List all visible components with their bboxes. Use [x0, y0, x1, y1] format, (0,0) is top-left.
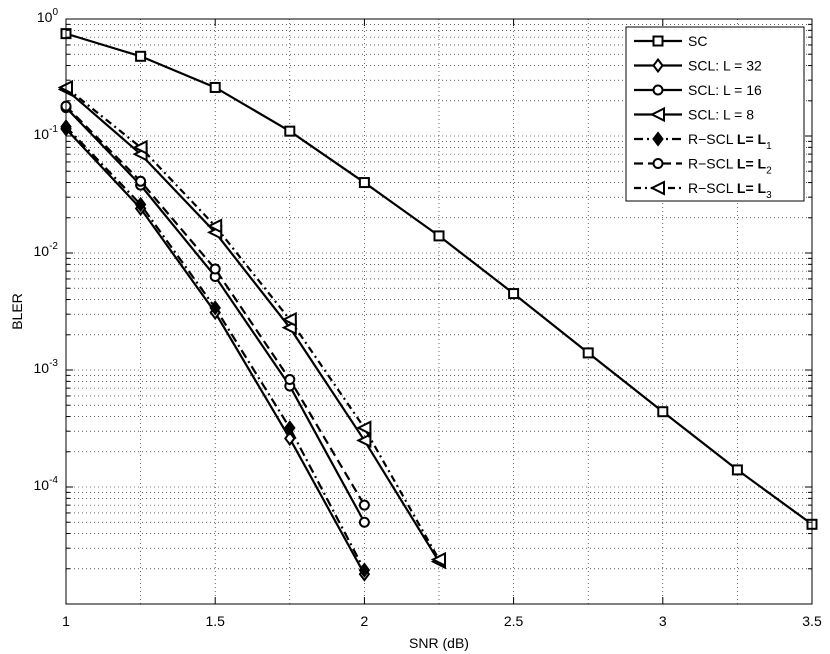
axis-ticks: 1 1.5 2 2.5 3 3.5 100 10-1 10-2 10-3 10-4: [34, 7, 822, 629]
series-line: [65, 86, 440, 561]
legend-entry: R−SCL L= L3: [634, 180, 772, 201]
y-tick-label: 10-3: [34, 358, 59, 376]
data-point: [134, 196, 147, 213]
x-tick-label: 3: [659, 613, 667, 629]
x-tick-label: 2.5: [504, 613, 524, 629]
x-axis-label: SNR (dB): [409, 635, 469, 651]
data-point: [206, 218, 223, 234]
legend-label: R−SCL L= L1: [688, 131, 772, 152]
legend-marker: [652, 57, 664, 74]
data-point: [281, 311, 297, 328]
data-point: [284, 125, 296, 137]
data-point: [284, 373, 296, 385]
x-tick-label: 2: [361, 613, 369, 629]
data-point: [356, 420, 372, 436]
legend-label: SC: [688, 33, 707, 49]
y-tick-label: 10-1: [34, 124, 59, 142]
series-4: [60, 119, 371, 578]
y-axis-label: BLER: [9, 293, 25, 330]
legend-marker: [652, 84, 664, 96]
y-tick-label: 100: [37, 7, 59, 25]
legend-label: SCL: L = 16: [688, 82, 762, 98]
data-point: [284, 430, 296, 447]
data-point: [508, 288, 520, 300]
series-line: [65, 105, 366, 506]
data-point: [209, 263, 221, 275]
x-tick-label: 1: [62, 613, 70, 629]
data-point: [358, 177, 370, 189]
plot-series: [57, 28, 818, 582]
data-point: [582, 347, 594, 359]
x-tick-label: 1.5: [205, 613, 225, 629]
legend-label: SCL: L = 32: [688, 58, 762, 74]
legend-marker: [649, 106, 665, 123]
legend-marker: [649, 180, 665, 196]
data-point: [430, 551, 446, 568]
plot-frame: [65, 18, 813, 605]
data-point: [731, 464, 743, 476]
grid: [66, 19, 812, 604]
data-point: [132, 139, 148, 155]
legend-marker: [652, 35, 664, 47]
data-point: [358, 499, 370, 511]
data-point: [433, 230, 445, 242]
data-point: [358, 516, 370, 528]
legend-entry: R−SCL L= L2: [634, 156, 772, 177]
data-point: [209, 300, 221, 316]
data-point: [657, 406, 669, 418]
legend-label: SCL: L = 8: [688, 107, 754, 123]
data-point: [135, 50, 147, 62]
series-line: [65, 88, 440, 563]
legend: SC SCL: L = 32 SCL: L = 16 SCL: L = 8 R−SCL …: [625, 26, 805, 202]
y-tick-label: 10-4: [34, 475, 59, 493]
data-point: [358, 562, 371, 578]
legend-entry: SC: [634, 33, 707, 49]
data-point: [356, 432, 372, 449]
data-point: [135, 175, 147, 187]
x-tick-label: 3.5: [802, 613, 822, 629]
legend-marker: [652, 131, 664, 147]
legend-label: R−SCL L= L2: [688, 156, 772, 177]
y-tick-label: 10-2: [34, 241, 59, 259]
data-point: [284, 420, 296, 436]
legend-entry: SCL: L = 32: [634, 58, 762, 74]
legend-label: R−SCL L= L3: [688, 180, 772, 201]
legend-entry: SCL: L = 16: [634, 82, 762, 98]
legend-marker: [652, 158, 664, 169]
legend-entry: SCL: L = 8: [634, 107, 754, 123]
legend-entry: R−SCL L= L1: [634, 131, 772, 152]
data-point: [209, 81, 221, 93]
